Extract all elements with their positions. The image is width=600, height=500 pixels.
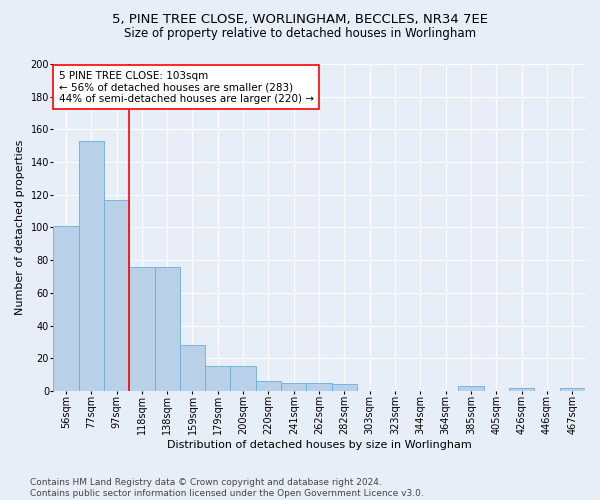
- Bar: [230, 366, 256, 391]
- Bar: [332, 384, 357, 391]
- Text: Contains HM Land Registry data © Crown copyright and database right 2024.
Contai: Contains HM Land Registry data © Crown c…: [30, 478, 424, 498]
- Y-axis label: Number of detached properties: Number of detached properties: [15, 140, 25, 315]
- Bar: [129, 266, 155, 391]
- Bar: [79, 141, 104, 391]
- Bar: [53, 226, 79, 391]
- Bar: [458, 386, 484, 391]
- Bar: [180, 345, 205, 391]
- Text: Size of property relative to detached houses in Worlingham: Size of property relative to detached ho…: [124, 28, 476, 40]
- Bar: [256, 381, 281, 391]
- Text: 5 PINE TREE CLOSE: 103sqm
← 56% of detached houses are smaller (283)
44% of semi: 5 PINE TREE CLOSE: 103sqm ← 56% of detac…: [59, 70, 314, 104]
- Bar: [155, 266, 180, 391]
- Text: 5, PINE TREE CLOSE, WORLINGHAM, BECCLES, NR34 7EE: 5, PINE TREE CLOSE, WORLINGHAM, BECCLES,…: [112, 12, 488, 26]
- Bar: [560, 388, 585, 391]
- X-axis label: Distribution of detached houses by size in Worlingham: Distribution of detached houses by size …: [167, 440, 472, 450]
- Bar: [205, 366, 230, 391]
- Bar: [104, 200, 129, 391]
- Bar: [307, 382, 332, 391]
- Bar: [281, 382, 307, 391]
- Bar: [509, 388, 535, 391]
